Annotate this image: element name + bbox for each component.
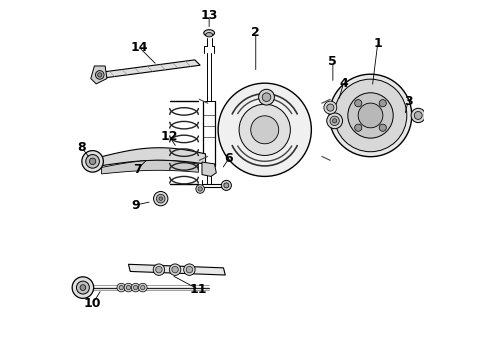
Text: 12: 12 — [161, 130, 178, 144]
Circle shape — [330, 116, 339, 126]
Circle shape — [327, 104, 334, 111]
Circle shape — [329, 74, 412, 157]
Circle shape — [259, 89, 274, 105]
Polygon shape — [101, 160, 198, 174]
Text: 6: 6 — [224, 152, 233, 165]
Text: 11: 11 — [190, 283, 207, 296]
Circle shape — [86, 154, 99, 168]
Circle shape — [198, 187, 202, 191]
Circle shape — [82, 150, 103, 172]
Polygon shape — [100, 60, 200, 78]
Circle shape — [414, 112, 422, 120]
Circle shape — [184, 264, 195, 275]
Circle shape — [224, 183, 229, 188]
Text: 10: 10 — [84, 297, 101, 310]
Polygon shape — [101, 148, 205, 166]
Circle shape — [117, 283, 125, 292]
Circle shape — [218, 83, 311, 176]
Circle shape — [262, 93, 271, 102]
Text: 2: 2 — [251, 27, 260, 40]
Text: 5: 5 — [328, 55, 337, 68]
Circle shape — [156, 266, 162, 273]
Circle shape — [358, 103, 383, 128]
Circle shape — [379, 100, 386, 107]
Circle shape — [80, 285, 86, 291]
Circle shape — [411, 108, 425, 123]
Circle shape — [324, 101, 337, 114]
Circle shape — [186, 266, 193, 273]
Circle shape — [170, 264, 181, 275]
Text: 3: 3 — [404, 95, 413, 108]
Circle shape — [153, 192, 168, 206]
Circle shape — [124, 283, 133, 292]
Circle shape — [333, 119, 337, 123]
Circle shape — [98, 73, 102, 77]
Circle shape — [133, 285, 138, 290]
Circle shape — [239, 104, 291, 156]
Polygon shape — [91, 66, 107, 84]
Circle shape — [379, 124, 386, 131]
Circle shape — [72, 277, 94, 298]
Text: 14: 14 — [130, 41, 148, 54]
Circle shape — [221, 180, 231, 190]
Circle shape — [327, 113, 343, 129]
Circle shape — [141, 285, 145, 290]
Text: 1: 1 — [373, 37, 382, 50]
Ellipse shape — [204, 30, 215, 36]
Circle shape — [196, 185, 204, 193]
Circle shape — [348, 93, 393, 138]
Circle shape — [119, 285, 123, 290]
Circle shape — [156, 194, 165, 203]
Circle shape — [76, 281, 89, 294]
Circle shape — [89, 158, 96, 165]
Circle shape — [355, 124, 362, 131]
Circle shape — [153, 264, 165, 275]
Circle shape — [96, 71, 104, 79]
Circle shape — [131, 283, 140, 292]
Circle shape — [334, 79, 407, 152]
Text: 13: 13 — [200, 9, 218, 22]
Text: 4: 4 — [339, 77, 348, 90]
Circle shape — [355, 100, 362, 107]
Text: 9: 9 — [131, 199, 140, 212]
Text: 8: 8 — [77, 141, 86, 154]
Circle shape — [139, 283, 147, 292]
Text: 7: 7 — [133, 163, 142, 176]
Polygon shape — [202, 162, 216, 176]
Circle shape — [251, 116, 279, 144]
Circle shape — [126, 285, 131, 290]
Ellipse shape — [205, 33, 213, 37]
Circle shape — [159, 197, 163, 201]
Circle shape — [172, 266, 178, 273]
Polygon shape — [128, 264, 225, 275]
